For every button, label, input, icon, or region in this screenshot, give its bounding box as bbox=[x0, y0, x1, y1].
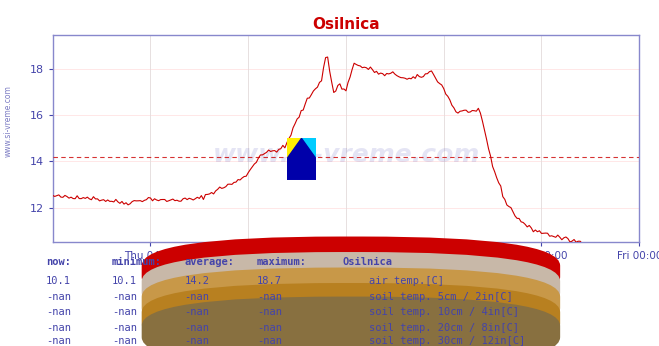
Text: air temp.[C]: air temp.[C] bbox=[369, 276, 444, 286]
FancyBboxPatch shape bbox=[142, 283, 560, 346]
FancyBboxPatch shape bbox=[142, 237, 560, 306]
Text: -nan: -nan bbox=[185, 336, 210, 346]
Text: 10.1: 10.1 bbox=[46, 276, 71, 286]
Text: maximum:: maximum: bbox=[257, 257, 307, 267]
Text: www.si-vreme.com: www.si-vreme.com bbox=[212, 143, 480, 167]
Text: -nan: -nan bbox=[46, 307, 71, 317]
Text: average:: average: bbox=[185, 257, 235, 267]
Text: -nan: -nan bbox=[257, 336, 282, 346]
Text: -nan: -nan bbox=[185, 323, 210, 333]
Text: -nan: -nan bbox=[46, 292, 71, 302]
Text: soil temp. 20cm / 8in[C]: soil temp. 20cm / 8in[C] bbox=[369, 323, 519, 333]
Text: -nan: -nan bbox=[185, 292, 210, 302]
Text: now:: now: bbox=[46, 257, 71, 267]
Text: -nan: -nan bbox=[46, 336, 71, 346]
Text: -nan: -nan bbox=[257, 307, 282, 317]
FancyBboxPatch shape bbox=[142, 297, 560, 346]
Text: 10.1: 10.1 bbox=[112, 276, 137, 286]
Text: 14.2: 14.2 bbox=[185, 276, 210, 286]
Text: -nan: -nan bbox=[46, 323, 71, 333]
Text: -nan: -nan bbox=[112, 307, 137, 317]
Text: minimum:: minimum: bbox=[112, 257, 162, 267]
Polygon shape bbox=[302, 138, 316, 159]
Text: Osilnica: Osilnica bbox=[343, 257, 393, 267]
Polygon shape bbox=[287, 138, 316, 180]
Polygon shape bbox=[287, 138, 302, 159]
Text: -nan: -nan bbox=[257, 323, 282, 333]
Text: -nan: -nan bbox=[112, 336, 137, 346]
FancyBboxPatch shape bbox=[142, 252, 560, 322]
Title: Osilnica: Osilnica bbox=[312, 17, 380, 32]
Text: -nan: -nan bbox=[112, 323, 137, 333]
Text: soil temp. 10cm / 4in[C]: soil temp. 10cm / 4in[C] bbox=[369, 307, 519, 317]
Text: -nan: -nan bbox=[112, 292, 137, 302]
Text: -nan: -nan bbox=[257, 292, 282, 302]
Text: www.si-vreme.com: www.si-vreme.com bbox=[3, 85, 13, 157]
FancyBboxPatch shape bbox=[142, 267, 560, 337]
Text: soil temp. 30cm / 12in[C]: soil temp. 30cm / 12in[C] bbox=[369, 336, 525, 346]
Text: 18.7: 18.7 bbox=[257, 276, 282, 286]
Text: -nan: -nan bbox=[185, 307, 210, 317]
Text: soil temp. 5cm / 2in[C]: soil temp. 5cm / 2in[C] bbox=[369, 292, 513, 302]
